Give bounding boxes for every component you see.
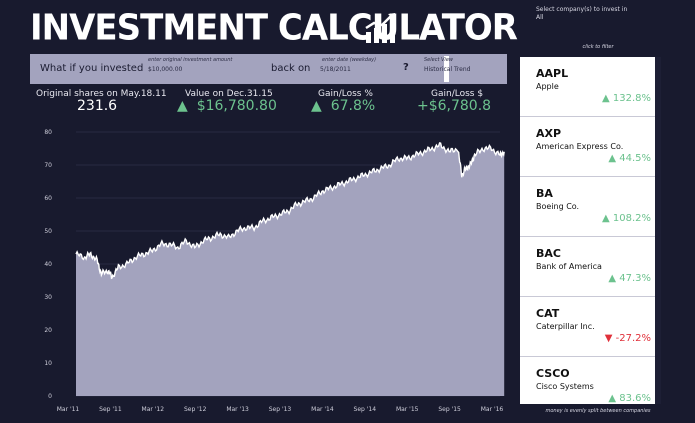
amount-input[interactable]: $10,000.00 bbox=[148, 66, 183, 73]
x-tick-label: Mar '13 bbox=[226, 406, 249, 413]
view-hint: Select View bbox=[424, 57, 453, 63]
company-change: ▲ 108.2% bbox=[602, 213, 651, 224]
company-change-value: 44.5% bbox=[619, 153, 651, 164]
historical-chart: 0 10 20 30 40 50 60 70 80 Mar '11 Sep '11 Mar '12 S… bbox=[44, 129, 505, 413]
date-input[interactable]: 5/18/2011 bbox=[320, 66, 351, 73]
y-tick-label: 30 bbox=[44, 294, 52, 301]
x-tick-label: Sep '14 bbox=[354, 406, 377, 413]
company-change-value: 108.2% bbox=[612, 213, 651, 224]
y-tick-label: 60 bbox=[44, 195, 52, 202]
up-arrow-icon: ▲ bbox=[608, 153, 617, 164]
company-name: Caterpillar Inc. bbox=[536, 322, 595, 331]
what-if-label: What if you invested bbox=[40, 63, 144, 74]
back-on-label: back on bbox=[271, 63, 311, 74]
filter-hint: click to filter bbox=[582, 44, 614, 50]
company-item-cat[interactable]: CAT Caterpillar Inc. ▼ -27.2% bbox=[520, 297, 655, 357]
company-change: ▼ -27.2% bbox=[605, 333, 651, 344]
investment-area bbox=[76, 142, 505, 396]
x-tick-label: Sep '13 bbox=[269, 406, 292, 413]
up-arrow-icon: ▲ bbox=[608, 273, 617, 284]
down-arrow-icon: ▼ bbox=[604, 333, 613, 344]
shares-value: 231.6 bbox=[77, 98, 118, 114]
company-name: Apple bbox=[536, 82, 559, 91]
company-change-value: -27.2% bbox=[615, 333, 651, 344]
up-arrow-icon: ▲ bbox=[177, 98, 188, 114]
company-item-axp[interactable]: AXP American Express Co. ▲ 44.5% bbox=[520, 117, 655, 177]
up-arrow-icon: ▲ bbox=[311, 98, 322, 114]
y-tick-label: 80 bbox=[44, 129, 52, 136]
investment-line bbox=[75, 142, 505, 280]
y-tick-label: 50 bbox=[44, 228, 52, 235]
x-tick-label: Mar '12 bbox=[142, 406, 165, 413]
company-ticker: CAT bbox=[536, 307, 560, 320]
company-change-value: 132.8% bbox=[612, 93, 651, 104]
company-name: Boeing Co. bbox=[536, 202, 580, 211]
company-change-value: 83.6% bbox=[619, 393, 651, 404]
company-ticker: BA bbox=[536, 187, 553, 200]
split-footnote: money is evenly split between companies bbox=[545, 408, 651, 414]
value-amount: ▲ $16,780.80 bbox=[177, 98, 277, 114]
up-arrow-icon: ▲ bbox=[601, 93, 610, 104]
company-list: AAPL Apple ▲ 132.8% AXP American Express… bbox=[520, 57, 655, 404]
x-tick-label: Sep '12 bbox=[184, 406, 207, 413]
company-change: ▲ 44.5% bbox=[608, 153, 651, 164]
y-tick-label: 10 bbox=[44, 360, 52, 367]
page-title: INVESTMENT CALCULATOR bbox=[30, 7, 518, 49]
up-arrow-icon: ▲ bbox=[601, 213, 610, 224]
company-ticker: AAPL bbox=[536, 67, 569, 80]
x-tick-label: Mar '16 bbox=[481, 406, 504, 413]
company-change-value: 47.3% bbox=[619, 273, 651, 284]
amount-hint: enter original investment amount bbox=[148, 57, 233, 63]
company-change: ▲ 132.8% bbox=[602, 93, 651, 104]
bar-chart-icon bbox=[365, 13, 395, 43]
view-select[interactable]: Historical Trend bbox=[424, 66, 471, 73]
company-name: American Express Co. bbox=[536, 142, 624, 151]
shares-label: Original shares on May.18.11 bbox=[36, 89, 167, 99]
value-number: $16,780.80 bbox=[196, 98, 277, 114]
company-ticker: AXP bbox=[536, 127, 562, 140]
gain-pct-label: Gain/Loss % bbox=[318, 89, 373, 99]
gain-pct-number: 67.8% bbox=[330, 98, 376, 114]
up-arrow-icon: ▲ bbox=[608, 393, 617, 404]
y-tick-label: 70 bbox=[44, 162, 52, 169]
x-tick-label: Sep '11 bbox=[99, 406, 122, 413]
gain-usd-label: Gain/Loss $ bbox=[431, 89, 484, 99]
gain-usd-value: +$6,780.8 bbox=[417, 98, 492, 114]
help-button[interactable]: ? bbox=[403, 62, 409, 73]
company-select-title: Select company(s) to invest in bbox=[536, 6, 628, 13]
company-item-ba[interactable]: BA Boeing Co. ▲ 108.2% bbox=[520, 177, 655, 237]
y-tick-label: 40 bbox=[44, 261, 52, 268]
company-change: ▲ 83.6% bbox=[608, 393, 651, 404]
x-tick-label: Sep '15 bbox=[438, 406, 461, 413]
y-tick-label: 20 bbox=[44, 327, 52, 334]
x-tick-label: Mar '14 bbox=[311, 406, 334, 413]
company-item-aapl[interactable]: AAPL Apple ▲ 132.8% bbox=[520, 57, 655, 117]
company-change: ▲ 47.3% bbox=[608, 273, 651, 284]
y-tick-label: 0 bbox=[48, 393, 52, 400]
input-bar: What if you invested enter original inve… bbox=[30, 54, 507, 84]
date-hint: enter date (weekday) bbox=[322, 57, 377, 63]
company-item-bac[interactable]: BAC Bank of America ▲ 47.3% bbox=[520, 237, 655, 297]
company-name: Cisco Systems bbox=[536, 382, 594, 391]
company-item-csco[interactable]: CSCO Cisco Systems ▲ 83.6% bbox=[520, 357, 655, 404]
company-ticker: CSCO bbox=[536, 367, 570, 380]
company-select-heading: Select company(s) to invest in All bbox=[536, 6, 656, 22]
company-select-all[interactable]: All bbox=[536, 14, 544, 21]
gain-pct-value: ▲ 67.8% bbox=[311, 98, 375, 114]
company-ticker: BAC bbox=[536, 247, 561, 260]
x-tick-label: Mar '15 bbox=[396, 406, 419, 413]
company-list-scrollbar[interactable] bbox=[655, 57, 661, 404]
divider bbox=[444, 56, 449, 82]
company-name: Bank of America bbox=[536, 262, 602, 271]
x-tick-label: Mar '11 bbox=[57, 406, 80, 413]
value-label: Value on Dec.31.15 bbox=[185, 89, 273, 99]
